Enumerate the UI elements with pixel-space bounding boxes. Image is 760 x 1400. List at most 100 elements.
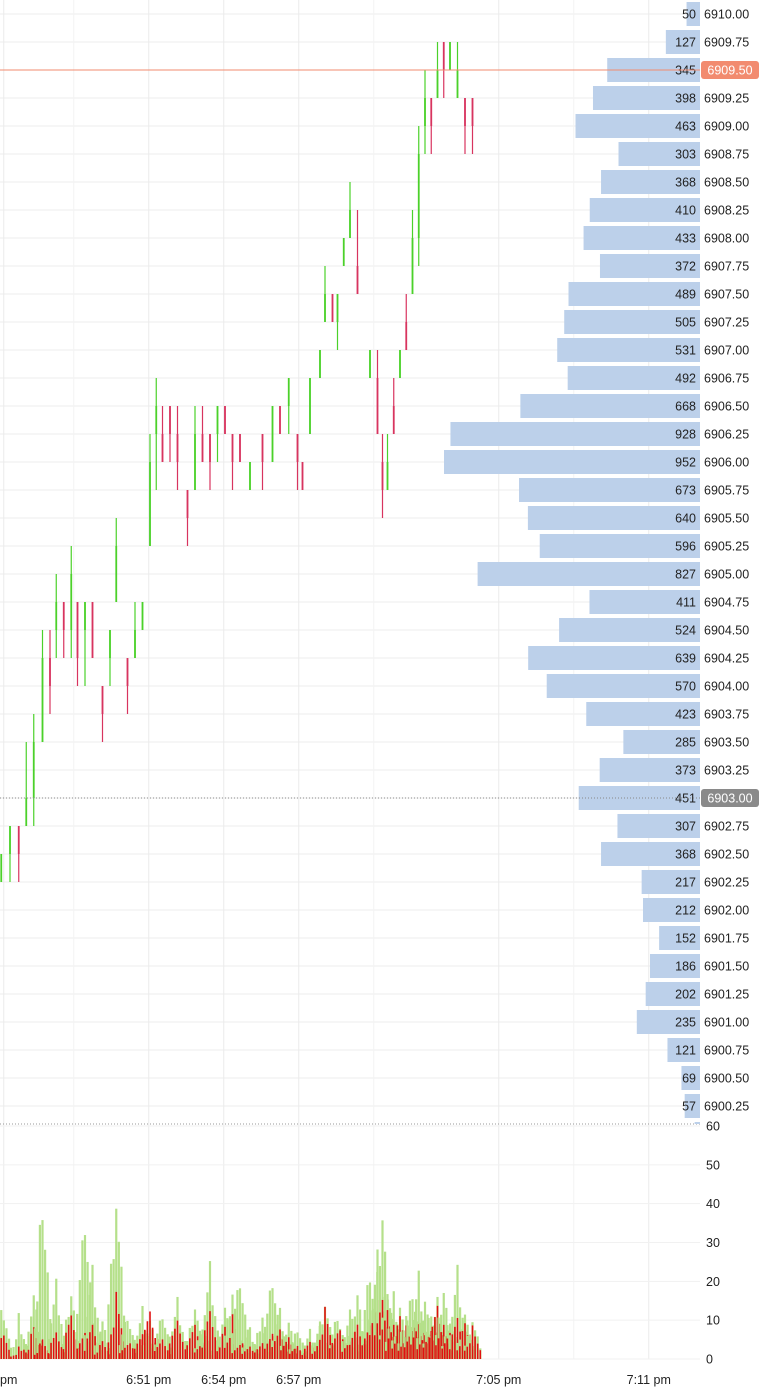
candle [9, 826, 11, 882]
volume-bar-sell [52, 1338, 55, 1359]
volume-bar-buy [22, 1339, 26, 1359]
profile-bar [667, 1038, 700, 1062]
volume-bar-buy [274, 1303, 277, 1359]
profile-volume-label: 640 [675, 512, 696, 526]
price-tick-label: 6901.50 [704, 960, 749, 974]
volume-bar-buy [96, 1342, 99, 1359]
candle-body [176, 434, 179, 462]
candle-body [41, 658, 44, 742]
volume-bar-sell [124, 1347, 126, 1359]
profile-volume-label: 505 [675, 316, 696, 330]
time-tick-label: pm [0, 1373, 17, 1387]
candle-body [324, 294, 326, 322]
volume-bar-sell [194, 1324, 196, 1359]
volume-bar-buy [381, 1220, 384, 1359]
volume-bar-buy [57, 1315, 60, 1359]
candle-body [336, 294, 339, 322]
price-tick-label: 6908.50 [704, 176, 749, 190]
volume-cluster [168, 1296, 187, 1359]
volume-bar-sell [204, 1330, 206, 1359]
candle-body [381, 462, 384, 490]
profile-bar [601, 170, 700, 194]
volume-bar-buy [271, 1288, 274, 1359]
volume-bar-sell [186, 1345, 188, 1359]
candle [17, 826, 20, 882]
volume-bar-sell [126, 1345, 129, 1359]
volume-bar-sell [410, 1344, 412, 1359]
volume-bar-buy [399, 1331, 403, 1359]
candle [430, 98, 433, 154]
volume-bar-buy [248, 1327, 252, 1359]
marker-price-badge [701, 789, 759, 807]
volume-bar-sell [241, 1353, 243, 1359]
price-tick-label: 6904.50 [704, 624, 749, 638]
volume-bar-sell [448, 1349, 451, 1359]
candles [0, 42, 474, 882]
candle-body [55, 602, 58, 630]
volume-cluster [231, 1288, 249, 1359]
volume-bar-sell [446, 1338, 449, 1359]
volume-bar-sell [348, 1344, 351, 1359]
volume-bar-sell [361, 1345, 363, 1359]
profile-bar [589, 198, 700, 222]
volume-bar-sell [199, 1346, 201, 1359]
candle-body [386, 462, 389, 490]
profile-volume-label: 127 [675, 36, 696, 50]
candle-body [239, 434, 241, 462]
profile-bar [557, 338, 700, 362]
volume-bar-sell [219, 1347, 221, 1359]
profile-bar [623, 730, 700, 754]
volume-bar-sell [144, 1329, 146, 1359]
candle [134, 602, 136, 658]
volume-bar-buy [120, 1266, 123, 1359]
volume-bar-sell [171, 1335, 174, 1359]
volume-bar-sell [118, 1313, 120, 1359]
candle-body [32, 742, 35, 798]
volume-bar-sell [179, 1333, 181, 1359]
profile-volume-label: 410 [675, 204, 696, 218]
candle [55, 574, 58, 658]
volume-bar-sell [456, 1350, 458, 1359]
candle [399, 350, 401, 378]
candle [296, 434, 299, 490]
candle-body [309, 378, 311, 434]
profile-bar [568, 282, 700, 306]
volume-bar-sell [159, 1343, 161, 1359]
volume-bar-sell [444, 1343, 446, 1359]
price-tick-label: 6900.25 [704, 1100, 749, 1114]
profile-volume-label: 827 [675, 568, 696, 582]
volume-bar-sell [266, 1343, 269, 1359]
volume-bar-sell [400, 1346, 402, 1359]
profile-volume-label: 531 [675, 344, 696, 358]
profile-bar [694, 1122, 700, 1124]
profile-volume-label: 596 [675, 540, 696, 554]
volume-bar-sell [20, 1350, 23, 1359]
price-tick-label: 6902.75 [704, 820, 749, 834]
price-tick-label: 6904.25 [704, 652, 749, 666]
candle [356, 210, 359, 294]
volume-bar-buy [141, 1305, 144, 1359]
volume-bar-buy [208, 1261, 212, 1359]
candle-body [115, 546, 118, 602]
volume-bar-sell [104, 1347, 106, 1359]
volume-bar-sell [371, 1323, 374, 1359]
candle-body [141, 602, 144, 630]
volume-bar-sell [282, 1345, 285, 1359]
volume-bar-buy [15, 1339, 18, 1359]
volume-bar-sell [274, 1341, 276, 1359]
candle [342, 238, 345, 266]
candle [76, 602, 79, 686]
volume-bar-sell [27, 1349, 30, 1359]
volume-bar-sell [403, 1347, 406, 1359]
volume-bar-sell [368, 1335, 371, 1359]
volume-bar-sell [269, 1339, 271, 1359]
candle-body [261, 434, 264, 462]
volume-bar-sell [474, 1336, 476, 1359]
profile-bar [665, 30, 700, 54]
volume-bar-buy [421, 1320, 424, 1359]
volume-bar-sell [287, 1337, 290, 1359]
volume-bar-buy [299, 1338, 302, 1359]
volume-bar-buy [373, 1308, 376, 1359]
